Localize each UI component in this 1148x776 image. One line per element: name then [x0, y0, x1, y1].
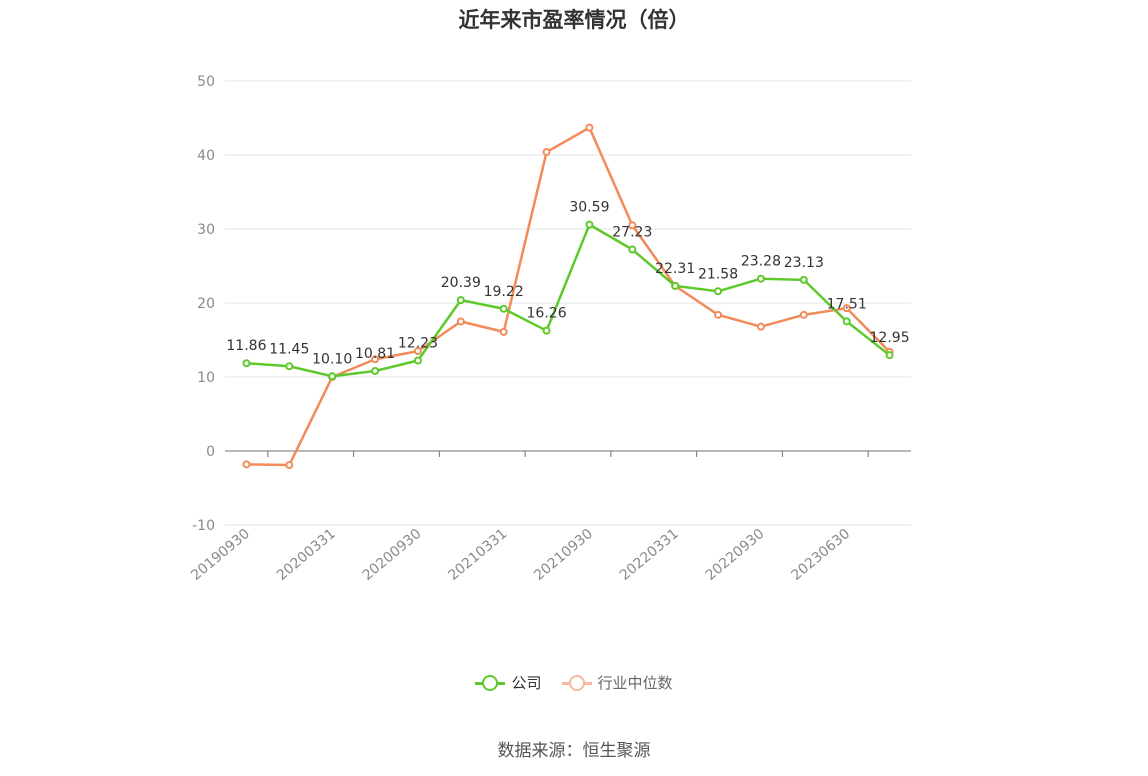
data-label-company: 12.23	[398, 335, 438, 351]
data-label-company: 10.81	[355, 346, 395, 362]
data-point-company	[542, 326, 551, 335]
data-point-industry	[242, 460, 251, 469]
legend-item-company[interactable]: 公司	[475, 672, 542, 693]
data-point-company	[456, 296, 465, 305]
data-point-industry	[799, 310, 808, 319]
data-point-company	[242, 359, 251, 368]
data-point-company	[671, 281, 680, 290]
chart-title: 近年来市盈率情况（倍）	[458, 8, 690, 32]
data-label-company: 30.59	[569, 200, 609, 216]
legend-industry-label: 行业中位数	[597, 674, 673, 692]
legend-company-marker	[475, 674, 506, 691]
axes	[225, 450, 911, 457]
data-point-company	[714, 287, 723, 296]
data-point-company	[885, 351, 894, 360]
data-point-company	[756, 274, 765, 283]
data-point-company	[285, 362, 294, 371]
series-line-industry	[246, 126, 891, 467]
x-tick-label: 20230630	[788, 526, 853, 584]
data-point-company	[842, 317, 851, 326]
y-tick-label: 40	[197, 148, 215, 164]
data-point-industry	[456, 317, 465, 326]
data-point-industry	[285, 461, 294, 470]
data-point-industry	[499, 327, 508, 336]
x-tick-label: 20210930	[531, 526, 596, 584]
data-label-company: 27.23	[612, 224, 652, 240]
data-point-industry	[371, 355, 380, 364]
y-tick-label: 20	[197, 296, 215, 312]
data-point-company	[799, 275, 808, 284]
legend: 公司 行业中位数	[0, 672, 1148, 693]
data-label-company: 17.51	[827, 296, 867, 312]
data-point-industry	[628, 221, 637, 230]
y-tick-label: 50	[197, 74, 215, 90]
data-point-industry	[413, 347, 422, 356]
data-point-industry	[585, 123, 594, 132]
data-point-company	[628, 245, 637, 254]
legend-company-label: 公司	[511, 674, 542, 692]
data-label-company: 12.95	[870, 330, 910, 346]
data-label-company: 16.26	[527, 306, 567, 322]
data-label-company: 22.31	[655, 261, 695, 277]
data-label-company: 10.10	[312, 351, 352, 367]
data-point-industry	[542, 148, 551, 157]
data-label-company: 20.39	[441, 275, 481, 291]
series	[242, 123, 894, 470]
y-tick-label: 0	[206, 444, 215, 460]
x-tick-label: 20220930	[703, 526, 768, 584]
legend-item-industry[interactable]: 行业中位数	[561, 672, 673, 693]
data-point-company	[585, 220, 594, 229]
data-label-company: 21.58	[698, 266, 738, 282]
data-label-company: 23.13	[784, 255, 824, 271]
y-tick-label: 30	[197, 222, 215, 238]
data-point-company	[328, 372, 337, 381]
grid-lines	[225, 80, 911, 526]
legend-industry-marker	[561, 674, 592, 691]
data-point-company	[371, 367, 380, 376]
data-label-company: 19.22	[484, 284, 524, 300]
x-tick-label: 20220331	[617, 526, 682, 584]
x-tick-label: 20200930	[360, 526, 425, 584]
data-point-company	[413, 356, 422, 365]
data-point-industry	[842, 304, 851, 313]
series-line-company	[246, 223, 891, 378]
data-label-company: 11.45	[269, 341, 309, 357]
data-point-industry	[714, 310, 723, 319]
data-point-company	[499, 304, 508, 313]
x-tick-label: 20210331	[445, 526, 510, 584]
y-axis-ticks: -10 0 10 20 30 40 50	[192, 74, 215, 534]
data-label-company: 23.28	[741, 254, 781, 270]
data-source: 数据来源：恒生聚源	[497, 741, 651, 761]
data-label-company: 11.86	[226, 338, 266, 354]
y-tick-label: -10	[192, 518, 215, 534]
x-tick-label: 20190930	[188, 526, 253, 584]
data-point-industry	[756, 322, 765, 331]
y-tick-label: 10	[197, 370, 215, 386]
x-tick-label: 20200331	[274, 526, 339, 584]
x-axis-ticks: 20190930 20200331 20200930 20210331 20210930…	[188, 526, 853, 584]
